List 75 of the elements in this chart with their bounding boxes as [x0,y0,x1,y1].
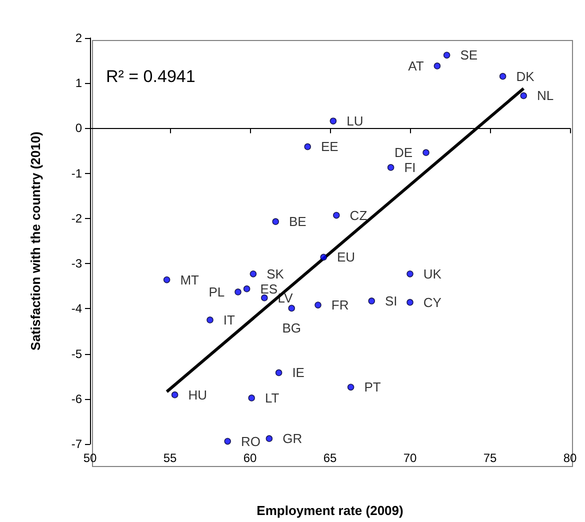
point [406,270,414,278]
data-label: IT [223,312,236,328]
point [330,118,337,124]
data-label: AT [408,58,424,74]
point [499,72,506,80]
y-tick-label: 0 [75,121,82,136]
data-label: LT [265,390,280,406]
y-tick-label: -7 [71,437,82,451]
point [406,298,414,306]
point [314,302,322,308]
point [347,384,354,391]
y-tick-label: 2 [75,31,82,45]
x-tick-label: 80 [563,451,577,465]
point [206,316,214,324]
x-axis-title: Employment rate (2009) [256,503,404,518]
y-axis-title: Satisfaction with the country (2010) [28,132,43,350]
data-label: BE [289,214,307,230]
data-label: FI [404,160,416,175]
data-label: PL [208,284,225,300]
data-label: RO [241,434,260,449]
y-tick-label: -4 [71,302,82,316]
point [248,394,255,402]
point [224,438,231,445]
y-tick-label: -6 [71,392,82,406]
data-label: HU [188,387,207,402]
point [520,92,527,100]
point [266,435,273,442]
y-tick-label: -2 [71,211,82,226]
point [288,304,295,312]
point [422,149,430,156]
point [275,369,282,376]
data-label: SK [266,266,284,282]
data-label: MT [180,272,200,288]
data-label: EE [321,139,339,154]
y-tick-label: -5 [71,346,82,361]
data-label: DE [394,145,413,160]
data-label: CZ [350,208,368,223]
point [163,276,170,284]
x-tick-label: 70 [403,451,417,465]
data-label: DK [516,68,535,84]
point [171,391,178,398]
x-tick-label: 60 [243,451,257,465]
point [250,270,257,278]
x-tick-label: 55 [163,451,177,465]
point [272,218,279,225]
point [261,294,268,302]
data-label: ES [260,281,278,296]
data-label: SI [385,294,398,308]
y-tick-label: -3 [71,256,82,271]
data-label: NL [537,88,554,104]
point [434,62,441,70]
y-tick-label: 1 [75,76,82,90]
y-tick-label: -1 [71,166,82,180]
point [387,164,394,171]
x-tick-label: 75 [483,451,497,465]
data-label: UK [423,266,442,282]
data-label: GR [282,431,302,446]
x-tick-label: 65 [323,451,337,465]
point [368,298,375,304]
data-label: BG [282,320,301,336]
point [320,254,327,261]
point [234,288,242,296]
data-label: SE [460,48,478,63]
data-label: LU [346,114,364,129]
x-tick-label: 50 [83,451,97,465]
point [333,212,340,219]
data-label: EU [337,250,356,265]
data-label: PT [364,380,381,395]
point [243,285,250,292]
point [443,52,450,59]
data-label: CY [423,294,442,310]
data-label: IE [292,365,305,380]
data-label: FR [331,298,349,313]
point [304,143,311,150]
annotation: R² = 0.4941 [106,67,196,86]
